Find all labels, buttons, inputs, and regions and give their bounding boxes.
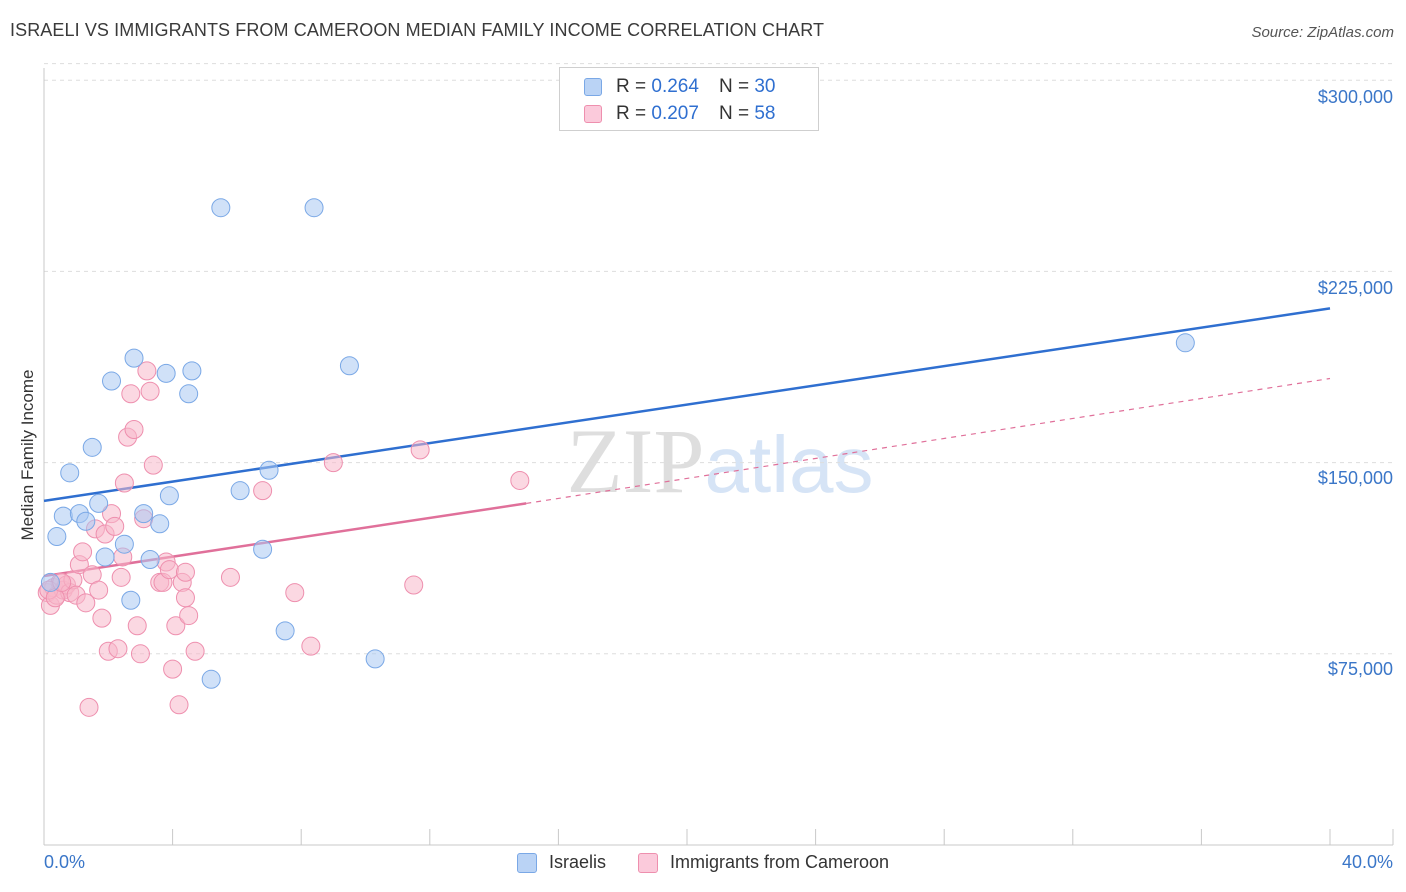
data-point-cameroon bbox=[179, 606, 199, 626]
data-point-cameroon bbox=[121, 384, 141, 404]
data-point-cameroon bbox=[105, 516, 125, 536]
legend-swatch-cameroon bbox=[584, 105, 602, 123]
data-point-cameroon bbox=[89, 580, 109, 600]
data-point-cameroon bbox=[114, 473, 134, 493]
data-point-cameroon bbox=[108, 639, 128, 659]
data-point-israelis bbox=[259, 460, 279, 480]
data-point-israelis bbox=[339, 356, 359, 376]
data-point-cameroon bbox=[404, 575, 424, 595]
data-point-cameroon bbox=[124, 419, 144, 439]
data-point-cameroon bbox=[143, 455, 163, 475]
data-point-cameroon bbox=[137, 361, 157, 381]
data-point-israelis bbox=[53, 506, 73, 526]
data-point-cameroon bbox=[111, 567, 131, 587]
data-point-israelis bbox=[102, 371, 122, 391]
legend-r-value: 0.207 bbox=[651, 103, 699, 124]
data-point-cameroon bbox=[285, 583, 305, 603]
data-point-cameroon bbox=[510, 470, 530, 490]
data-point-israelis bbox=[156, 363, 176, 383]
trend-line-israelis bbox=[43, 307, 1331, 503]
data-point-israelis bbox=[89, 493, 109, 513]
data-point-israelis bbox=[275, 621, 295, 641]
data-point-cameroon bbox=[323, 453, 343, 473]
data-point-israelis bbox=[95, 547, 115, 567]
legend-r-value: 0.264 bbox=[651, 76, 699, 97]
data-point-israelis bbox=[365, 649, 385, 669]
legend-swatch-cameroon bbox=[637, 852, 658, 873]
data-point-cameroon bbox=[410, 440, 430, 460]
legend-swatch-israelis bbox=[516, 852, 537, 873]
data-point-israelis bbox=[159, 486, 179, 506]
legend-label-israelis: Israelis bbox=[548, 852, 606, 872]
y-tick-label: $75,000 bbox=[1327, 659, 1393, 679]
data-point-cameroon bbox=[140, 381, 160, 401]
data-point-israelis bbox=[179, 384, 199, 404]
legend-swatch-israelis bbox=[584, 78, 602, 96]
data-point-israelis bbox=[140, 549, 160, 569]
data-point-israelis bbox=[150, 514, 170, 534]
data-point-cameroon bbox=[185, 641, 205, 661]
watermark-zip: ZIP bbox=[567, 410, 705, 512]
legend-row-israelis: R = 0.264 N = 30 bbox=[584, 74, 775, 100]
data-point-israelis bbox=[124, 348, 144, 368]
y-tick-label: $300,000 bbox=[1317, 87, 1393, 107]
data-point-israelis bbox=[114, 534, 134, 554]
data-point-cameroon bbox=[220, 567, 240, 587]
data-point-israelis bbox=[134, 504, 154, 524]
data-point-israelis bbox=[182, 361, 202, 381]
x-tick-label-min: 0.0% bbox=[44, 852, 86, 872]
legend-n-value: 30 bbox=[754, 76, 776, 97]
legend-n-label: N = bbox=[718, 76, 750, 97]
data-point-cameroon bbox=[175, 588, 195, 608]
data-point-israelis bbox=[47, 527, 67, 547]
legend-r-label: R = bbox=[616, 76, 647, 97]
data-point-israelis bbox=[40, 572, 60, 592]
data-point-cameroon bbox=[175, 562, 195, 582]
data-point-israelis bbox=[201, 669, 221, 689]
data-point-israelis bbox=[211, 198, 231, 218]
watermark: ZIPatlas bbox=[567, 410, 874, 512]
watermark-atlas: atlas bbox=[705, 420, 874, 509]
data-point-israelis bbox=[1175, 333, 1195, 353]
data-point-cameroon bbox=[163, 659, 183, 679]
data-point-cameroon bbox=[73, 542, 93, 562]
data-point-cameroon bbox=[130, 644, 150, 664]
data-point-cameroon bbox=[166, 616, 186, 636]
legend-n-value: 58 bbox=[754, 103, 776, 124]
data-point-israelis bbox=[253, 539, 273, 559]
data-point-cameroon bbox=[76, 593, 96, 613]
legend-item-israelis: Israelis bbox=[516, 852, 606, 873]
data-point-israelis bbox=[121, 590, 141, 610]
data-point-cameroon bbox=[127, 616, 147, 636]
data-point-cameroon bbox=[301, 636, 321, 656]
chart-title: ISRAELI VS IMMIGRANTS FROM CAMEROON MEDI… bbox=[10, 20, 825, 40]
data-point-cameroon bbox=[253, 481, 273, 501]
data-point-cameroon bbox=[169, 695, 189, 715]
data-point-israelis bbox=[230, 481, 250, 501]
stats-legend: R = 0.264 N = 30 R = 0.207 N = 58 bbox=[559, 67, 819, 131]
data-point-cameroon bbox=[92, 608, 112, 628]
data-point-israelis bbox=[82, 437, 102, 457]
source-label: Source: ZipAtlas.com bbox=[1251, 24, 1394, 41]
legend-item-cameroon: Immigrants from Cameroon bbox=[637, 852, 890, 873]
data-point-israelis bbox=[60, 463, 80, 483]
legend-row-cameroon: R = 0.207 N = 58 bbox=[584, 101, 775, 127]
legend-label-cameroon: Immigrants from Cameroon bbox=[669, 852, 890, 872]
data-point-israelis bbox=[76, 511, 96, 531]
legend-r-label: R = bbox=[616, 103, 647, 124]
y-tick-label: $225,000 bbox=[1317, 278, 1393, 298]
x-tick-label-max: 40.0% bbox=[1341, 852, 1393, 872]
legend-n-label: N = bbox=[718, 103, 750, 124]
data-point-cameroon bbox=[79, 697, 99, 717]
y-tick-label: $150,000 bbox=[1317, 468, 1393, 488]
data-point-israelis bbox=[304, 198, 324, 218]
series-legend: Israelis Immigrants from Cameroon bbox=[0, 852, 1406, 873]
